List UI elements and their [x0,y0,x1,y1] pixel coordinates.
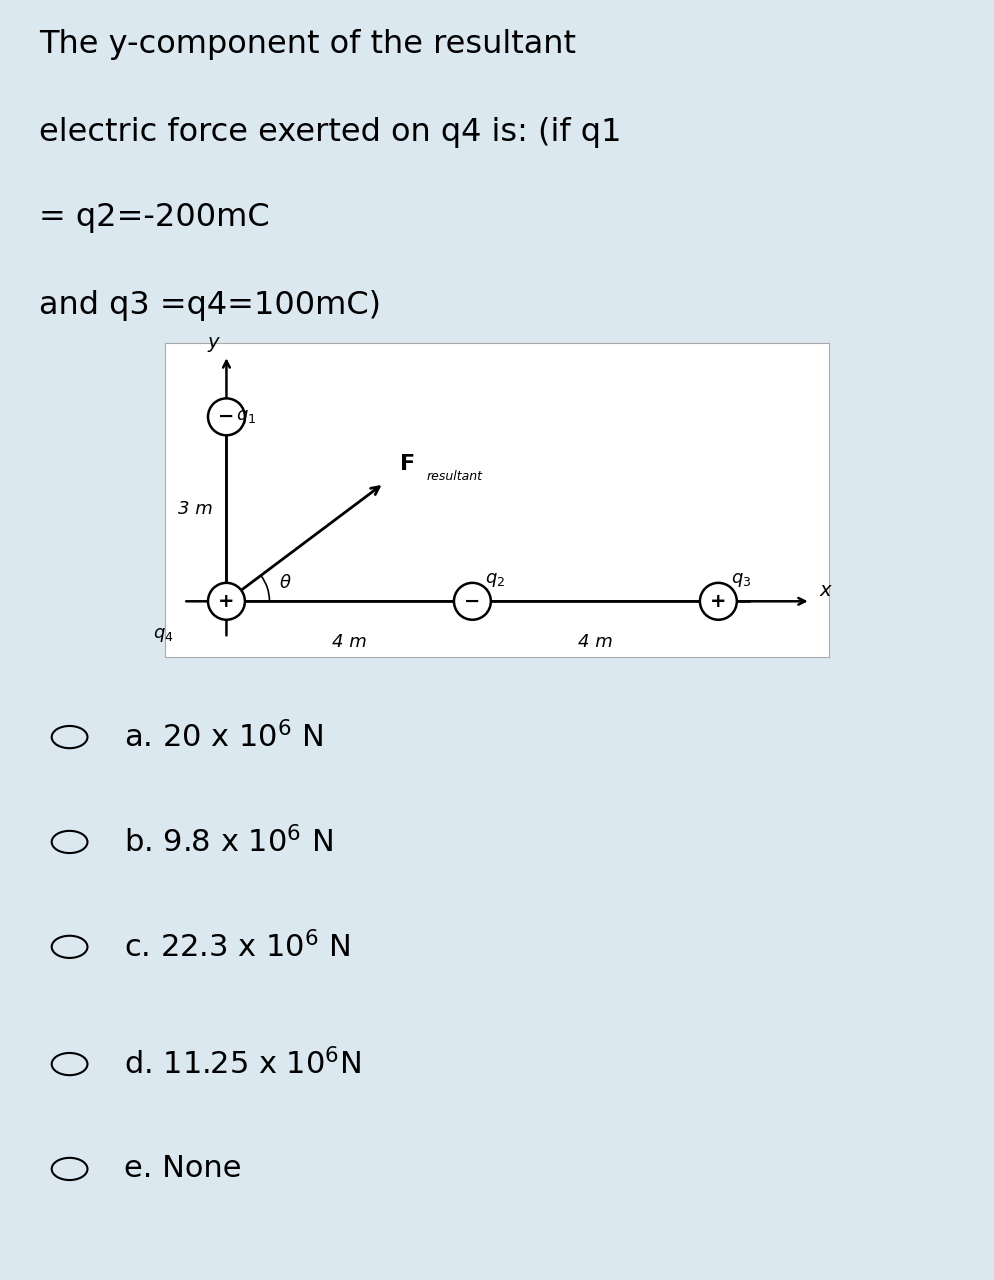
Text: −: − [219,407,235,426]
Text: e. None: e. None [124,1155,242,1184]
Text: a. 20 x 10$^6$ N: a. 20 x 10$^6$ N [124,721,324,754]
Text: The y-component of the resultant: The y-component of the resultant [39,29,576,60]
Circle shape [52,726,87,749]
Circle shape [700,582,737,620]
Text: 4 m: 4 m [332,634,367,652]
Text: 3 m: 3 m [178,500,213,518]
Text: $q_3$: $q_3$ [731,571,751,589]
Circle shape [52,1053,87,1075]
Text: $q_1$: $q_1$ [236,408,256,426]
Text: $\mathbf{F}$: $\mathbf{F}$ [400,454,414,474]
Text: −: − [464,591,480,611]
Circle shape [208,582,245,620]
Text: = q2=-200mC: = q2=-200mC [39,202,269,233]
Text: $q_4$: $q_4$ [153,626,174,644]
Circle shape [52,831,87,852]
Text: x: x [820,581,831,600]
Text: electric force exerted on q4 is: (if q1: electric force exerted on q4 is: (if q1 [39,118,621,148]
Text: y: y [208,333,219,352]
Text: $\theta$: $\theta$ [278,573,291,593]
Text: resultant: resultant [426,470,483,484]
Circle shape [454,582,491,620]
Text: 4 m: 4 m [578,634,612,652]
Text: and q3 =q4=100mC): and q3 =q4=100mC) [39,291,381,321]
Circle shape [208,398,245,435]
Text: $q_2$: $q_2$ [485,571,505,589]
Text: +: + [710,591,727,611]
Text: d. 11.25 x 10$^6$N: d. 11.25 x 10$^6$N [124,1048,362,1080]
Text: +: + [219,591,235,611]
Text: c. 22.3 x 10$^6$ N: c. 22.3 x 10$^6$ N [124,931,351,963]
Circle shape [52,1158,87,1180]
Text: b. 9.8 x 10$^6$ N: b. 9.8 x 10$^6$ N [124,826,333,858]
Circle shape [52,936,87,957]
